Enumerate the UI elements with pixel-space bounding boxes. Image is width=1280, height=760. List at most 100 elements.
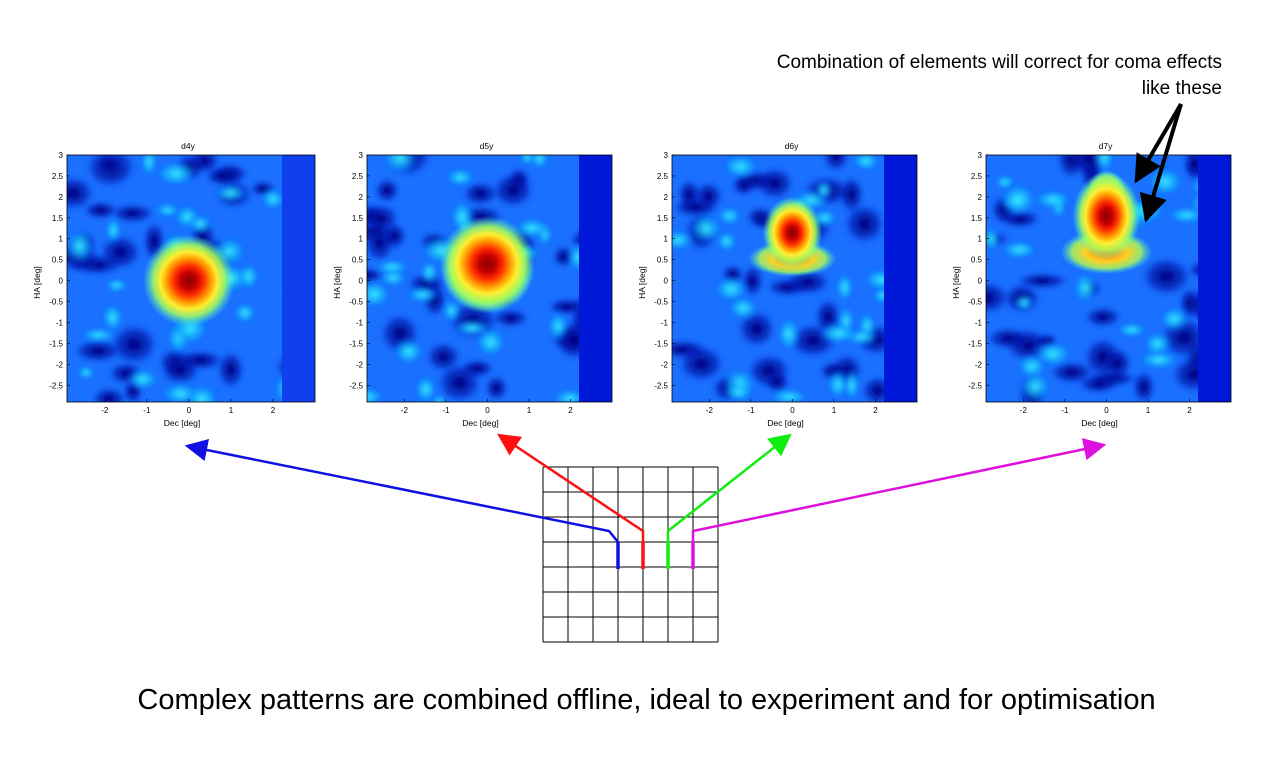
y-tick-label: 2 (978, 193, 983, 202)
x-tick-label: -2 (1020, 406, 1028, 415)
main-beam (142, 234, 235, 327)
y-tick-label: -0.5 (968, 298, 982, 307)
y-tick-label: 0.5 (52, 256, 64, 265)
main-beam (1060, 169, 1153, 274)
x-tick-label: 1 (527, 406, 532, 415)
arrow-green-to-d6y (666, 433, 792, 542)
heatmap-edge-band (884, 155, 917, 402)
beam-plot-d7y: d7y -2 -1 0 1 2 3 2.5 2 1.5 1 0.5 0 -0.5 -1 -1.5 -2 -2.5 D… (951, 141, 1232, 428)
y-axis-label: HA [deg] (951, 266, 961, 299)
y-tick-label: 0 (664, 277, 669, 286)
y-tick-label: -2 (56, 360, 64, 369)
y-tick-label: 0 (978, 277, 983, 286)
y-tick-label: -1.5 (968, 339, 982, 348)
main-beam (439, 215, 536, 314)
x-tick-label: -2 (401, 406, 409, 415)
x-tick-label: 0 (1104, 406, 1109, 415)
x-tick-label: 2 (271, 406, 276, 415)
plot-frame (985, 154, 1232, 403)
y-tick-label: 1 (664, 235, 669, 244)
y-tick-label: 3 (664, 151, 669, 160)
main-beam (748, 196, 837, 277)
y-tick-label: 1.5 (52, 214, 64, 223)
x-tick-label: -2 (706, 406, 714, 415)
y-axis-label: HA [deg] (332, 266, 342, 299)
heatmap-edge-band (1198, 155, 1231, 402)
y-tick-label: -2.5 (654, 381, 668, 390)
heatmap-edge-band (282, 155, 315, 402)
y-tick-label: 3 (59, 151, 64, 160)
callout-line-1: Combination of elements will correct for… (776, 52, 1222, 73)
arrow-red-to-d5y (497, 433, 645, 542)
y-tick-label: 2.5 (657, 172, 669, 181)
y-tick-label: -1 (661, 318, 669, 327)
y-tick-label: 2.5 (971, 172, 983, 181)
heatmap-edge-band (579, 155, 612, 402)
y-tick-label: 0.5 (971, 256, 983, 265)
y-tick-label: 0 (59, 277, 64, 286)
y-tick-label: 1.5 (971, 214, 983, 223)
y-tick-label: 0.5 (352, 256, 364, 265)
x-tick-label: 1 (1146, 406, 1151, 415)
y-tick-label: 1.5 (657, 214, 669, 223)
y-tick-label: 2 (59, 193, 64, 202)
plot-title: d6y (785, 141, 799, 151)
y-tick-label: -1.5 (654, 339, 668, 348)
y-tick-label: 0.5 (657, 256, 669, 265)
x-tick-label: 0 (790, 406, 795, 415)
y-axis-label: HA [deg] (637, 266, 647, 299)
y-tick-label: 2 (664, 193, 669, 202)
beam-plot-d6y: d6y -2 -1 0 1 2 3 2.5 2 1.5 1 0.5 0 -0.5 -1 -1.5 -2 -2.5 D… (637, 141, 918, 428)
plot-frame (66, 154, 316, 403)
x-tick-label: 0 (187, 406, 192, 415)
y-tick-label: -2 (975, 360, 983, 369)
y-tick-label: -1.5 (349, 339, 363, 348)
y-tick-label: -1.5 (49, 339, 63, 348)
x-tick-label: -2 (101, 406, 109, 415)
x-tick-label: -1 (442, 406, 450, 415)
x-axis-label: Dec [deg] (1081, 418, 1117, 428)
y-tick-label: -2.5 (49, 381, 63, 390)
x-tick-label: 2 (568, 406, 573, 415)
x-axis-label: Dec [deg] (164, 418, 200, 428)
beam-plot-d4y: d4y -2 -1 0 1 2 3 2.5 2 1.5 1 0.5 0 -0.5 -1 -1.5 -2 -2.5 D… (32, 141, 316, 428)
y-tick-label: 3 (978, 151, 983, 160)
y-tick-label: -1 (975, 318, 983, 327)
coma-arrow-lower (1139, 103, 1183, 223)
beam-plot-d5y: d5y -2 -1 0 1 2 3 2.5 2 1.5 1 0.5 0 -0.5 -1 -1.5 -2 -2.5 D… (332, 141, 613, 428)
plot-title: d5y (480, 141, 494, 151)
y-axis-label: HA [deg] (32, 266, 42, 299)
beam-pattern-plots: d4y -2 -1 0 1 2 3 2.5 2 1.5 1 0.5 0 -0.5 -1 -1.5 -2 -2.5 D… (32, 141, 1232, 428)
y-tick-label: 2 (359, 193, 364, 202)
y-tick-label: 0 (359, 277, 364, 286)
y-tick-label: -1 (356, 318, 364, 327)
y-tick-label: -2 (661, 360, 669, 369)
x-tick-label: -1 (1061, 406, 1069, 415)
x-tick-label: 2 (873, 406, 878, 415)
plot-title: d7y (1099, 141, 1113, 151)
x-tick-label: -1 (747, 406, 755, 415)
x-tick-label: 1 (832, 406, 837, 415)
arrow-blue-to-d4y (184, 438, 619, 543)
plot-frame (671, 154, 918, 403)
y-tick-label: 1 (359, 235, 364, 244)
y-tick-label: 1 (978, 235, 983, 244)
plot-frame (366, 154, 613, 403)
x-axis-label: Dec [deg] (767, 418, 803, 428)
y-tick-label: -0.5 (349, 298, 363, 307)
slide-caption: Complex patterns are combined offline, i… (137, 684, 1156, 716)
coma-callout-text: Combination of elements will correct for… (662, 50, 1222, 102)
y-tick-label: -0.5 (49, 298, 63, 307)
y-tick-label: -2 (356, 360, 364, 369)
x-tick-label: 2 (1187, 406, 1192, 415)
x-tick-label: 1 (229, 406, 234, 415)
x-axis-label: Dec [deg] (462, 418, 498, 428)
arrow-magenta-to-d7y (691, 438, 1107, 542)
plot-title: d4y (181, 141, 195, 151)
coma-arrow-upper (1134, 102, 1183, 184)
y-tick-label: 1 (59, 235, 64, 244)
y-tick-label: 2.5 (352, 172, 364, 181)
y-tick-label: 1.5 (352, 214, 364, 223)
callout-line-2: like these (1141, 78, 1222, 99)
